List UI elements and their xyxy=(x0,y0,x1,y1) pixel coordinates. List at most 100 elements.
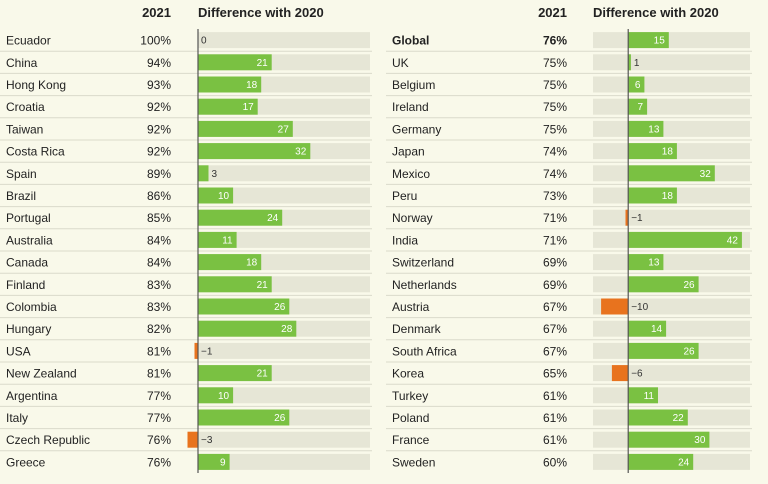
difference-label: 10 xyxy=(218,191,230,202)
bar-track xyxy=(198,342,370,359)
country-label: Peru xyxy=(392,189,417,203)
difference-label: 26 xyxy=(683,280,695,291)
difference-bar-negative xyxy=(601,298,629,315)
share-2021-value: 73% xyxy=(543,189,567,203)
bar-track xyxy=(593,387,750,404)
country-label: Norway xyxy=(392,211,433,225)
share-2021-value: 67% xyxy=(543,344,567,358)
table-row: Mexico 74% 32 xyxy=(386,165,752,185)
difference-bar-positive xyxy=(198,365,272,382)
country-label: Poland xyxy=(392,411,429,425)
share-2021-value: 85% xyxy=(147,211,171,225)
table-row: Global 76% 15 xyxy=(386,32,752,52)
bar-track xyxy=(593,120,750,137)
difference-bar-positive xyxy=(628,387,658,404)
bar-track xyxy=(198,165,370,182)
share-2021-value: 69% xyxy=(543,256,567,270)
difference-bar-positive xyxy=(628,76,645,93)
difference-label: 15 xyxy=(654,36,666,47)
bar-track xyxy=(593,298,750,315)
country-label: Taiwan xyxy=(6,122,43,136)
difference-label: 21 xyxy=(257,58,269,69)
difference-bar-positive xyxy=(198,98,258,115)
difference-label: 28 xyxy=(281,324,293,335)
difference-label: −3 xyxy=(201,435,213,446)
bar-track xyxy=(593,209,750,226)
difference-bar-positive xyxy=(198,320,297,337)
country-label: Italy xyxy=(6,411,28,425)
left-year-header: 2021 xyxy=(142,5,171,20)
country-label: Czech Republic xyxy=(6,433,90,447)
right-difference-header: Difference with 2020 xyxy=(593,5,719,20)
table-row: Ireland 75% 7 xyxy=(386,98,752,119)
difference-label: 10 xyxy=(218,391,230,402)
difference-bar-positive xyxy=(198,453,230,470)
country-label: Turkey xyxy=(392,389,428,403)
country-label: Germany xyxy=(392,122,441,136)
difference-bar-positive xyxy=(198,298,290,315)
difference-label: 21 xyxy=(257,369,269,380)
bar-track xyxy=(593,254,750,271)
country-label: New Zealand xyxy=(6,367,77,381)
share-2021-value: 81% xyxy=(147,344,171,358)
difference-label: 18 xyxy=(662,191,674,202)
share-2021-value: 94% xyxy=(147,56,171,70)
difference-bar-positive xyxy=(628,32,669,49)
share-2021-value: 67% xyxy=(543,322,567,336)
table-row: China 94% 21 xyxy=(0,54,372,74)
country-label: Mexico xyxy=(392,167,430,181)
bar-track xyxy=(198,187,370,204)
share-2021-value: 77% xyxy=(147,411,171,425)
country-label: Austria xyxy=(392,300,430,314)
difference-bar-positive xyxy=(628,231,742,248)
bar-track xyxy=(198,431,370,448)
country-label: Hungary xyxy=(6,322,51,336)
country-label: Spain xyxy=(6,167,37,181)
difference-label: 24 xyxy=(267,213,279,224)
country-label: France xyxy=(392,433,430,447)
difference-bar-positive xyxy=(628,54,631,71)
bar-track xyxy=(593,76,750,93)
difference-bar-positive xyxy=(628,254,664,271)
difference-label: 11 xyxy=(644,391,655,402)
share-2021-value: 74% xyxy=(543,167,567,181)
difference-bar-positive xyxy=(198,209,283,226)
share-2021-value: 92% xyxy=(147,100,171,114)
country-label: Costa Rica xyxy=(6,145,65,159)
right-panel: Global 76% 15 UK 75% 1 Belgium 75% 6 Ireland 75% 7 G… xyxy=(386,29,752,473)
share-2021-value: 75% xyxy=(543,100,567,114)
difference-label: 18 xyxy=(246,80,258,91)
table-row: Canada 84% 18 xyxy=(0,254,372,274)
difference-label: 0 xyxy=(201,36,207,47)
country-label: USA xyxy=(6,344,31,358)
difference-label: 17 xyxy=(243,102,255,113)
country-label: Finland xyxy=(6,278,45,292)
table-row: Switzerland 69% 13 xyxy=(386,254,752,274)
share-2021-value: 61% xyxy=(543,433,567,447)
difference-label: 27 xyxy=(278,124,290,135)
table-row: Ecuador 100% 0 xyxy=(0,32,372,52)
difference-bar-positive xyxy=(198,409,290,426)
country-label: China xyxy=(6,56,38,70)
country-label: Global xyxy=(392,34,429,48)
table-row: Portugal 85% 24 xyxy=(0,209,372,230)
difference-bar-positive xyxy=(198,231,237,248)
table-row: Germany 75% 13 xyxy=(386,120,752,141)
left-panel-header: 2021 Difference with 2020 xyxy=(142,5,324,20)
country-label: Denmark xyxy=(392,322,442,336)
table-row: Sweden 60% 24 xyxy=(392,453,750,470)
share-2021-value: 61% xyxy=(543,411,567,425)
share-2021-value: 86% xyxy=(147,189,171,203)
table-row: Finland 83% 21 xyxy=(0,276,372,296)
table-row: Belgium 75% 6 xyxy=(386,76,752,97)
difference-label: −1 xyxy=(201,346,213,357)
share-2021-value: 65% xyxy=(543,367,567,381)
table-row: Korea 65% −6 xyxy=(386,365,752,385)
table-row: Hungary 82% 28 xyxy=(0,320,372,341)
share-2021-value: 77% xyxy=(147,389,171,403)
table-row: Brazil 86% 10 xyxy=(0,187,372,208)
difference-label: 14 xyxy=(651,324,663,335)
share-2021-value: 82% xyxy=(147,322,171,336)
country-label: Switzerland xyxy=(392,256,454,270)
difference-label: 13 xyxy=(648,258,660,269)
